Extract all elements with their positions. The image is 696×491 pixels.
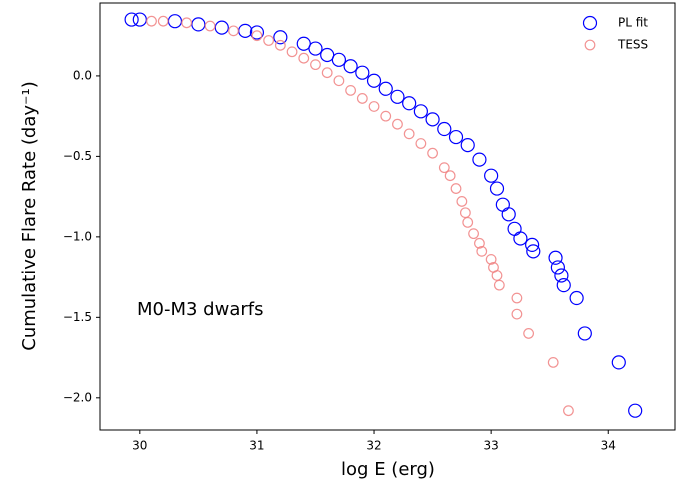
point xyxy=(611,355,626,370)
point xyxy=(548,250,563,265)
point xyxy=(501,207,516,222)
point xyxy=(157,15,169,27)
y-tick-label: −2.0 xyxy=(63,390,92,404)
point xyxy=(181,17,193,29)
point xyxy=(563,405,574,417)
point xyxy=(577,326,592,341)
plot-frame xyxy=(99,2,676,431)
point xyxy=(474,237,485,249)
point xyxy=(472,152,487,167)
point xyxy=(333,75,345,87)
point xyxy=(355,65,370,80)
point xyxy=(343,59,358,74)
point xyxy=(238,23,253,38)
point xyxy=(390,89,405,104)
point xyxy=(204,20,216,32)
point xyxy=(356,93,368,104)
point xyxy=(228,25,239,37)
point xyxy=(286,46,298,58)
point xyxy=(263,35,275,46)
point xyxy=(380,110,392,122)
point xyxy=(489,181,505,196)
point xyxy=(628,403,643,418)
point xyxy=(415,138,427,149)
point xyxy=(273,30,288,45)
point xyxy=(513,231,528,246)
point xyxy=(448,129,464,145)
point xyxy=(132,12,147,27)
y-axis-label: Cumulative Flare Rate (day⁻¹) xyxy=(19,81,40,351)
point xyxy=(403,128,415,140)
point xyxy=(437,121,452,137)
point xyxy=(345,84,357,96)
y-tick-label: −0.5 xyxy=(63,149,92,163)
point xyxy=(366,73,382,88)
x-tick-label: 32 xyxy=(366,439,381,453)
point xyxy=(427,147,438,159)
point xyxy=(402,96,417,111)
y-tick-label: −1.0 xyxy=(63,229,92,243)
point xyxy=(450,183,462,194)
legend-label: PL fit xyxy=(618,16,648,30)
point xyxy=(556,278,571,293)
point xyxy=(523,328,535,339)
point xyxy=(462,216,474,228)
point xyxy=(511,292,523,304)
point xyxy=(296,36,311,51)
point xyxy=(308,41,323,56)
point xyxy=(547,357,559,368)
point xyxy=(476,245,488,257)
point xyxy=(320,47,335,63)
point xyxy=(425,112,440,127)
point xyxy=(251,30,263,42)
point xyxy=(368,101,380,112)
x-tick-label: 30 xyxy=(132,439,147,453)
point xyxy=(413,104,428,119)
point xyxy=(525,237,540,253)
point xyxy=(214,20,229,35)
point xyxy=(511,308,523,320)
point xyxy=(438,162,450,174)
point xyxy=(550,260,565,275)
point xyxy=(274,39,286,51)
point xyxy=(191,17,206,32)
x-tick-label: 34 xyxy=(601,439,616,453)
point xyxy=(321,67,333,79)
point xyxy=(310,59,321,71)
point xyxy=(493,279,505,291)
legend-label: TESS xyxy=(617,38,648,52)
point xyxy=(460,138,475,153)
x-tick-label: 33 xyxy=(483,439,498,453)
legend-marker xyxy=(582,15,598,31)
x-axis-label: log E (erg) xyxy=(341,459,435,480)
point xyxy=(485,253,497,265)
point xyxy=(569,290,584,306)
point xyxy=(124,12,139,27)
point xyxy=(526,244,541,259)
point xyxy=(378,81,393,96)
point xyxy=(484,168,499,183)
point xyxy=(331,52,347,67)
point xyxy=(444,170,456,182)
point xyxy=(491,270,503,281)
annotation: M0-M3 dwarfs xyxy=(137,299,263,320)
point xyxy=(468,228,479,240)
point xyxy=(456,196,468,207)
y-tick-label: −1.5 xyxy=(63,310,92,324)
x-tick-label: 31 xyxy=(249,439,264,453)
point xyxy=(146,15,157,27)
point xyxy=(507,221,522,236)
y-tick-label: 0.0 xyxy=(73,68,92,82)
point xyxy=(459,207,471,219)
point xyxy=(298,52,310,64)
point xyxy=(392,118,403,130)
legend-marker xyxy=(584,39,596,51)
point xyxy=(495,197,510,212)
point xyxy=(554,268,569,283)
point xyxy=(167,14,183,29)
point xyxy=(249,25,265,40)
